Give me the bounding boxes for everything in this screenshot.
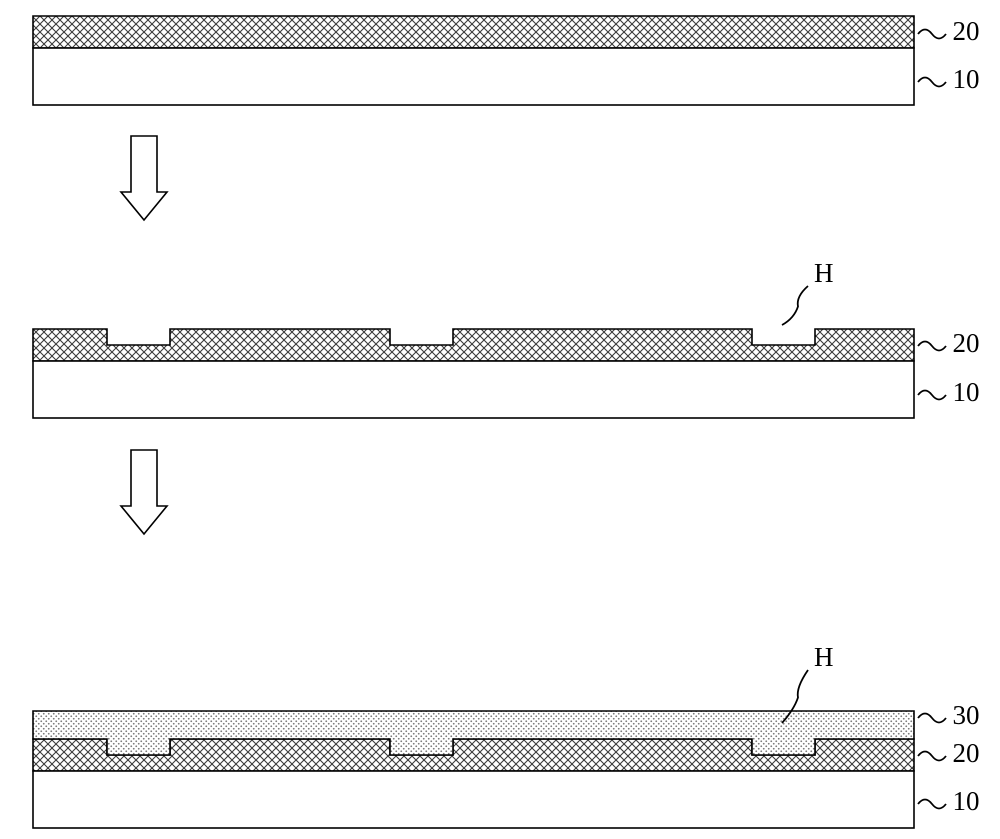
layer-label: 10: [953, 786, 980, 816]
callout-label: H: [814, 642, 834, 672]
layer-label: 10: [953, 377, 980, 407]
layer-label: 30: [953, 700, 980, 730]
layer-label: 20: [953, 16, 980, 46]
layer-20-hatch: [33, 16, 914, 48]
layer-label: 20: [953, 738, 980, 768]
callout-label: H: [814, 258, 834, 288]
layer-label: 20: [953, 328, 980, 358]
step-1: 2010: [33, 16, 980, 105]
layer-label: 10: [953, 64, 980, 94]
